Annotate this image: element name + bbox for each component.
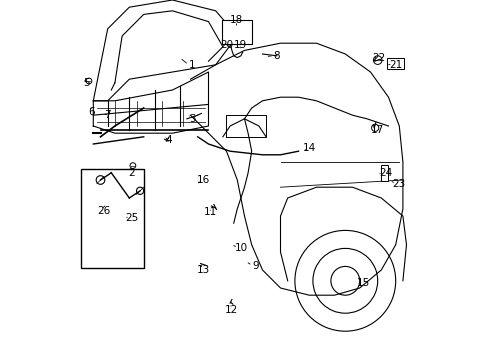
Text: 1: 1	[188, 60, 195, 70]
Bar	[222, 20, 251, 44]
Text: 22: 22	[371, 53, 384, 63]
Text: 12: 12	[225, 305, 238, 315]
Text: 23: 23	[392, 179, 405, 189]
Text: 4: 4	[165, 135, 172, 145]
Text: 6: 6	[88, 107, 95, 117]
Text: 15: 15	[356, 278, 369, 288]
Text: 26: 26	[97, 206, 110, 216]
Text: 18: 18	[229, 15, 243, 25]
Text: 10: 10	[234, 243, 247, 253]
Bar	[386, 58, 403, 69]
Text: 9: 9	[251, 261, 258, 271]
Text: 14: 14	[302, 143, 315, 153]
Text: 7: 7	[103, 110, 110, 120]
Text: 5: 5	[83, 78, 90, 88]
Text: 13: 13	[196, 265, 209, 275]
Text: 19: 19	[234, 40, 247, 50]
Text: 21: 21	[388, 60, 402, 70]
Text: 20: 20	[220, 40, 233, 50]
Bar	[380, 165, 387, 181]
Text: 8: 8	[273, 51, 280, 61]
Text: 16: 16	[196, 175, 209, 185]
Text: 3: 3	[188, 114, 195, 124]
Text: 24: 24	[378, 168, 391, 178]
Text: 2: 2	[127, 168, 134, 178]
Text: 11: 11	[203, 207, 217, 217]
Bar	[81, 169, 143, 268]
Text: 17: 17	[370, 125, 384, 135]
Text: 25: 25	[125, 213, 139, 223]
